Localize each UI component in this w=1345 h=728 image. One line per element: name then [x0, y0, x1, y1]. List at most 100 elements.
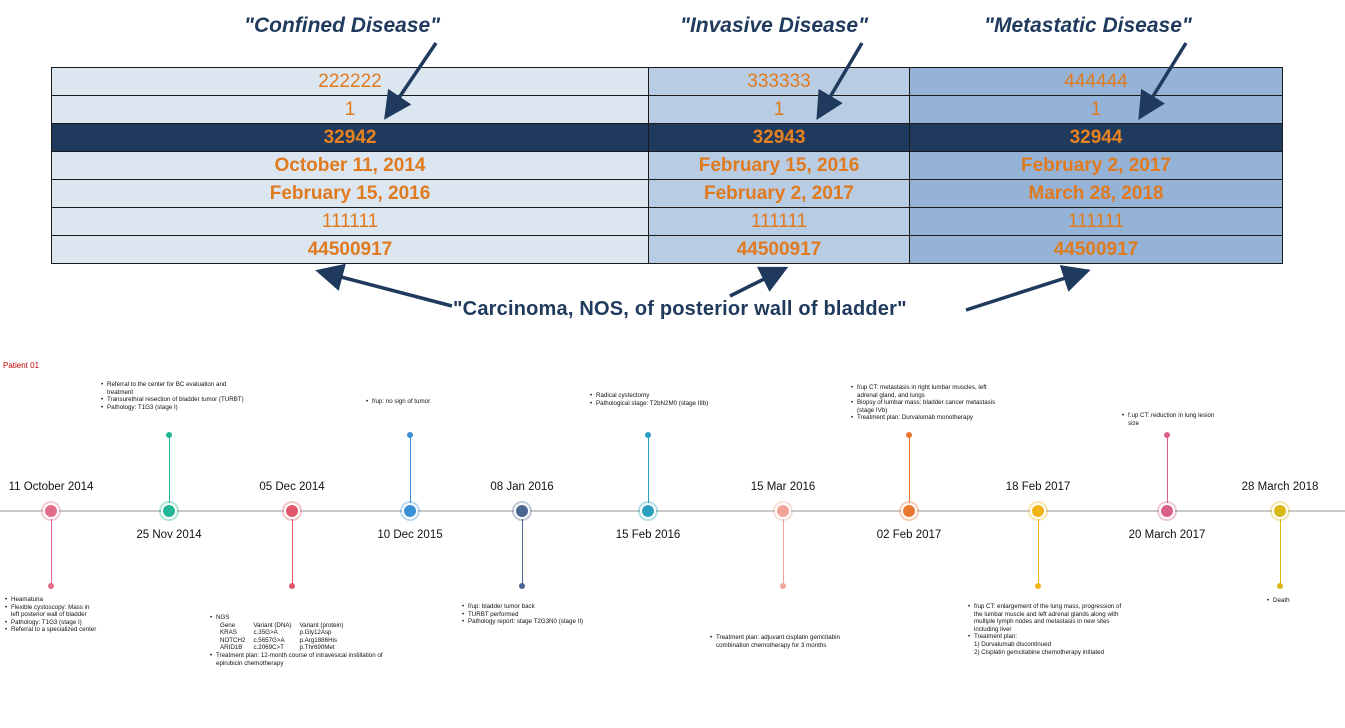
diagnosis-label: "Carcinoma, NOS, of posterior wall of bl… [453, 298, 907, 320]
event-stem [169, 435, 170, 511]
note-item: Pathological stage: T2bN2M0 (stage IIIb) [590, 400, 740, 408]
note-item: Heamaturia [5, 596, 97, 604]
event-note: f/up CT: enlargement of the lung mass, p… [968, 603, 1126, 656]
table-cell: Gene [220, 621, 236, 629]
event-end-dot [166, 432, 172, 438]
note-item: Transurethral resection of bladder tumor… [101, 396, 251, 404]
table-cell: Variant (protein) [299, 621, 344, 629]
event-end-dot [1277, 583, 1283, 589]
table-cell: p.Arg1886His [299, 636, 338, 644]
callout-invasive-disease: "Invasive Disease" [680, 14, 869, 37]
ngs-table: Gene Variant (DNA) Variant (protein) KRA… [220, 622, 351, 652]
arrow-invasive [816, 42, 864, 121]
note-item: Referral to the center for BC evaluation… [101, 381, 251, 396]
event-note: Referral to the center for BC evaluation… [101, 381, 251, 411]
note-subitem: 1) Durvalumab discontinued [974, 640, 1052, 648]
event-date: 18 Feb 2017 [1005, 481, 1071, 493]
event-end-dot [519, 583, 525, 589]
table-cell: 44500917 [909, 235, 1283, 264]
table-cell: February 2, 2017 [648, 179, 910, 208]
note-subitem: 2) Cisplatin gemcitabine chemotherapy in… [974, 648, 1105, 656]
table-cell: 1 [909, 95, 1283, 124]
note-item: TURBT performed [462, 611, 612, 619]
note-item: Biopsy of lumbar mass: bladder cancer me… [851, 399, 1001, 414]
event-end-dot [289, 583, 295, 589]
event-stem [51, 511, 52, 586]
table-cell: 111111 [909, 207, 1283, 236]
table-row: NOTCH2 c.5657G>A p.Arg1886His [220, 637, 351, 645]
table-cell: KRAS [220, 629, 237, 637]
table-cell: 44500917 [51, 235, 649, 264]
event-date: 20 March 2017 [1128, 529, 1206, 541]
patient-label: Patient 01 [3, 361, 40, 370]
event-stem [522, 511, 523, 586]
table-cell: 32942 [51, 123, 649, 152]
event-date: 15 Feb 2016 [615, 529, 681, 541]
arrow-confined [384, 42, 438, 120]
table-row: 222222 333333 444444 [51, 67, 1283, 96]
callout-metastatic-disease: "Metastatic Disease" [984, 14, 1192, 37]
table-cell: 111111 [51, 207, 649, 236]
table-cell: c.35G>A [253, 629, 278, 637]
note-item: Pathology: T1G3 (stage I) [101, 404, 251, 412]
note-item: f/up: bladder tumor back [462, 603, 612, 611]
event-stem [1280, 511, 1281, 586]
event-node [43, 503, 59, 519]
event-end-dot [407, 432, 413, 438]
event-date: 28 March 2018 [1241, 481, 1319, 493]
table-row: 32942 32943 32944 [51, 123, 1283, 152]
event-note: f.up CT: reduction in lung lesion size [1122, 412, 1222, 427]
event-end-dot [906, 432, 912, 438]
event-node [514, 503, 530, 519]
table-cell: p.Thr690Met [299, 644, 335, 652]
event-note: Radical cystectomy Pathological stage: T… [590, 392, 740, 407]
event-node [901, 503, 917, 519]
table-cell: Variant (DNA) [253, 621, 292, 629]
table-row: 1 1 1 [51, 95, 1283, 124]
event-date: 05 Dec 2014 [259, 481, 325, 493]
event-stem [783, 511, 784, 586]
event-node [640, 503, 656, 519]
note-item: Referral to a specialized center [5, 626, 97, 634]
note-item: f.up CT: reduction in lung lesion size [1122, 412, 1222, 427]
event-date: 11 October 2014 [8, 481, 94, 493]
arrow-bottom-middle [729, 266, 789, 298]
event-date: 15 Mar 2016 [750, 481, 816, 493]
callout-confined-disease: "Confined Disease" [244, 14, 441, 37]
event-note: f/up CT: metastasis in right lumbar musc… [851, 384, 1001, 422]
event-end-dot [645, 432, 651, 438]
table-row: 44500917 44500917 44500917 [51, 235, 1283, 264]
event-note: f/up: bladder tumor back TURBT performed… [462, 603, 612, 626]
event-note: Death [1267, 597, 1327, 605]
note-item: Pathology report: stage T2G3N0 (stage II… [462, 618, 612, 626]
table-row: 111111 111111 111111 [51, 207, 1283, 236]
event-node [161, 503, 177, 519]
note-item: Treatment plan: [968, 633, 1126, 641]
table-cell: March 28, 2018 [909, 179, 1283, 208]
arrow-bottom-left [315, 263, 453, 308]
table-cell: p.Gly12Asp [299, 629, 332, 637]
event-stem [292, 511, 293, 586]
event-stem [648, 435, 649, 511]
table-cell: 333333 [648, 67, 910, 96]
table-cell: c.5657G>A [253, 636, 285, 644]
event-note: Heamaturia Flexible cystoscopy: Mass in … [5, 596, 97, 634]
event-end-dot [1035, 583, 1041, 589]
table-row: ARID1B c.2069C>T p.Thr690Met [220, 644, 351, 652]
note-item: Treatment plan: 12-month course of intra… [210, 652, 410, 667]
event-node [402, 503, 418, 519]
table-cell: 444444 [909, 67, 1283, 96]
event-node [1159, 503, 1175, 519]
table-cell: 1 [648, 95, 910, 124]
note-item: Death [1267, 597, 1327, 605]
event-stem [410, 435, 411, 511]
event-end-dot [1164, 432, 1170, 438]
event-date: 08 Jan 2016 [490, 481, 554, 493]
note-item: f/up CT: metastasis in right lumbar musc… [851, 384, 1001, 399]
table-cell: ARID1B [220, 644, 243, 652]
table-cell: February 2, 2017 [909, 151, 1283, 180]
table-row: Gene Variant (DNA) Variant (protein) [220, 622, 351, 630]
event-stem [1167, 435, 1168, 511]
event-node [1272, 503, 1288, 519]
